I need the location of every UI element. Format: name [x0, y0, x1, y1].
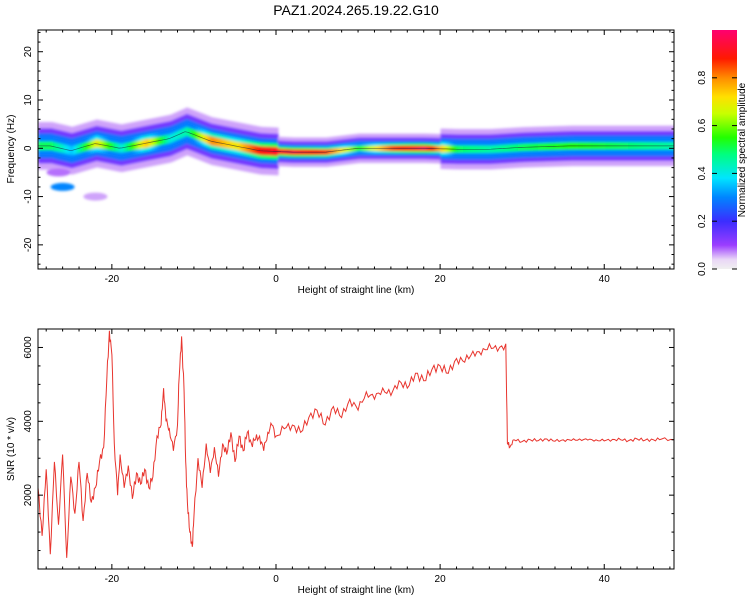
heatmap-cell [188, 127, 192, 137]
spectrogram-ytick-label: -10 [23, 189, 34, 204]
heatmap-cell [95, 139, 99, 148]
heatmap-cell [193, 129, 197, 139]
heatmap-cell [170, 133, 174, 143]
colorbar-ticks: 0.0 0.2 0.4 0.6 0.8 [697, 70, 737, 276]
heatmap-cell [205, 134, 209, 144]
spectrogram-panel: -20 0 20 40 -20 -10 0 10 20 Height of straight l… [6, 29, 675, 296]
heatmap-cell [75, 144, 79, 154]
spectrogram-ytick-label: 0 [23, 145, 34, 151]
snr-ytick-label: 6000 [23, 336, 34, 359]
heatmap-blob [50, 182, 75, 191]
colorbar-tick-label: 0.4 [697, 166, 708, 180]
snr-xlabel: Height of straight line (km) [298, 585, 415, 596]
heatmap-cell [88, 141, 92, 151]
colorbar-tick-label: 0.6 [697, 118, 708, 132]
heatmap-cell [173, 132, 177, 142]
spectrogram-ylabel: Frequency (Hz) [6, 115, 17, 184]
spectrogram-ytick-label: -20 [23, 237, 34, 252]
snr-axes: -20 0 20 40 2000 4000 6000 [23, 328, 674, 585]
heatmap-cell [198, 131, 202, 141]
heatmap-cell [93, 139, 97, 149]
heatmap-cell [85, 141, 89, 151]
heatmap-cell [208, 135, 212, 145]
heatmap-blob [46, 168, 71, 177]
colorbar-label: Normalized spectral amplitude [737, 82, 748, 217]
spectrogram-xtick-label: 20 [435, 274, 447, 285]
heatmap-cell [73, 145, 77, 155]
heatmap-cell [195, 130, 199, 140]
heatmap-cell [178, 130, 182, 140]
heatmap-cell [168, 134, 172, 144]
heatmap-cell [200, 132, 204, 142]
figure-title: PAZ1.2024.265.19.22.G10 [273, 2, 439, 18]
spectrogram-axes: -20 0 20 40 -20 -10 0 10 20 [23, 30, 674, 285]
snr-xtick-label: 0 [273, 574, 279, 585]
snr-panel: -20 0 20 40 2000 4000 6000 Height of straight … [6, 328, 675, 596]
snr-xtick-label: 40 [599, 574, 611, 585]
heatmap-cell [185, 127, 189, 136]
heatmap-cell [183, 128, 187, 137]
heatmap-cell [78, 144, 82, 153]
snr-ytick-label: 2000 [23, 484, 34, 507]
snr-ytick-label: 4000 [23, 410, 34, 433]
colorbar-tick-label: 0.0 [697, 262, 708, 276]
spectrogram-heatmap [38, 30, 674, 269]
snr-series-line [38, 330, 674, 558]
spectrogram-xtick-label: -20 [105, 274, 120, 285]
heatmap-cell [175, 131, 179, 141]
heatmap-cell [203, 133, 207, 143]
snr-ylabel: SNR (10 * v/v) [6, 417, 17, 481]
spectrogram-xtick-label: 40 [599, 274, 611, 285]
heatmap-cell [80, 143, 84, 153]
colorbar-tick-label: 0.8 [697, 70, 708, 84]
snr-xtick-label: -20 [105, 574, 120, 585]
snr-frame [37, 328, 675, 570]
spectrogram-xlabel: Height of straight line (km) [298, 285, 415, 296]
heatmap-cell [50, 141, 54, 151]
heatmap-ridge-line [38, 131, 674, 153]
heatmap-blob [83, 192, 108, 201]
colorbar-tick-label: 0.2 [697, 214, 708, 228]
spectrogram-ytick-label: 20 [23, 46, 34, 58]
spectrogram-xtick-label: 0 [273, 274, 279, 285]
spectrogram-ytick-label: 10 [23, 94, 34, 106]
spectrogram-frame [37, 29, 675, 270]
heatmap-cell [83, 142, 87, 152]
heatmap-cell [190, 128, 194, 138]
heatmap-cell [90, 140, 94, 150]
colorbar: 0.0 0.2 0.4 0.6 0.8 Normalized spectral ampl… [697, 30, 748, 276]
snr-xtick-label: 20 [435, 574, 447, 585]
colorbar-gradient [712, 30, 737, 269]
heatmap-cell [180, 129, 184, 139]
